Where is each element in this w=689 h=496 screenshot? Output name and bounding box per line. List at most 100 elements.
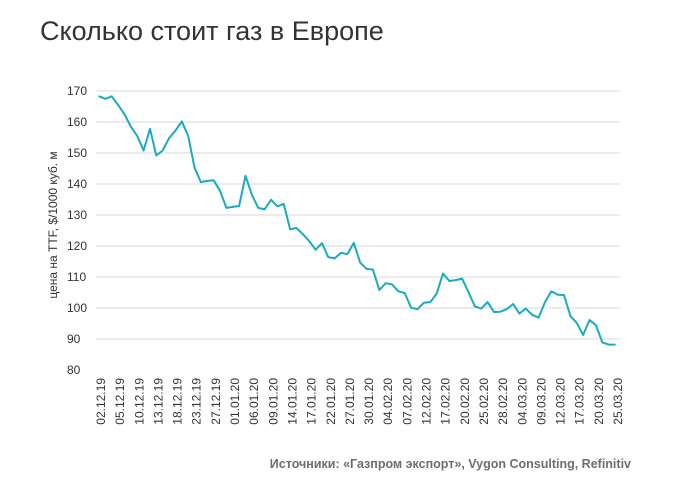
x-tick-label: 07.02.20 xyxy=(400,378,414,425)
data-point xyxy=(493,311,495,313)
x-tick-label: 25.02.20 xyxy=(477,378,491,425)
x-tick-label: 20.03.20 xyxy=(592,378,606,425)
data-point xyxy=(174,129,177,132)
data-point xyxy=(333,257,336,260)
data-point xyxy=(289,228,291,231)
data-point xyxy=(582,334,584,336)
data-point xyxy=(410,306,412,309)
data-point xyxy=(110,95,113,98)
x-tick-label: 30.01.20 xyxy=(362,378,376,425)
y-tick-label: 90 xyxy=(67,332,81,346)
gridlines xyxy=(96,90,620,340)
data-point xyxy=(416,308,419,311)
data-point xyxy=(614,343,616,346)
x-tick-label: 27.01.20 xyxy=(343,378,357,425)
data-point xyxy=(251,194,253,196)
data-point xyxy=(391,283,393,286)
series-layer xyxy=(98,95,616,346)
x-tick-label: 18.12.19 xyxy=(171,378,185,425)
data-point xyxy=(244,175,247,177)
x-tick-label: 04.03.20 xyxy=(515,378,529,425)
data-point xyxy=(308,240,311,242)
data-point xyxy=(550,290,553,293)
data-point xyxy=(327,256,330,259)
data-point xyxy=(282,203,285,205)
y-axis-label: цена на TTF, $/1000 куб. м xyxy=(46,151,60,298)
data-point xyxy=(601,341,604,344)
data-point xyxy=(505,308,508,311)
y-tick-label: 140 xyxy=(67,177,87,191)
x-tick-label: 10.12.19 xyxy=(132,378,146,425)
data-point xyxy=(512,303,514,305)
x-tick-label: 20.02.20 xyxy=(458,378,472,425)
x-tick-label: 22.01.20 xyxy=(324,378,338,425)
y-tick-label: 150 xyxy=(67,146,87,160)
data-point xyxy=(461,277,463,280)
data-point xyxy=(544,301,546,304)
data-point xyxy=(378,289,381,291)
x-tick-label: 17.01.20 xyxy=(305,378,319,425)
data-point xyxy=(435,292,438,295)
data-point xyxy=(359,261,362,264)
data-point xyxy=(518,312,521,315)
data-point xyxy=(499,310,502,313)
data-point xyxy=(467,291,470,294)
data-point xyxy=(384,282,387,285)
data-point xyxy=(212,179,215,182)
x-tick-label: 14.01.20 xyxy=(285,378,299,425)
x-tick-label: 12.02.20 xyxy=(420,378,434,425)
data-point xyxy=(404,292,406,294)
data-point xyxy=(257,207,260,209)
x-tick-label: 05.12.19 xyxy=(113,378,127,425)
data-point xyxy=(123,113,126,116)
data-point xyxy=(531,314,533,316)
data-point xyxy=(321,242,323,244)
data-point xyxy=(117,104,119,106)
x-tick-label: 04.02.20 xyxy=(381,378,395,425)
data-point xyxy=(187,135,189,137)
x-tick-label: 12.03.20 xyxy=(554,378,568,425)
data-point xyxy=(295,227,298,229)
data-point xyxy=(569,315,572,317)
data-point xyxy=(168,137,170,139)
data-point xyxy=(225,207,228,209)
x-tick-label: 01.01.20 xyxy=(228,378,242,425)
y-axis-ticks: 80 90 100 110 120 130 140 150 160 170 xyxy=(67,84,87,377)
data-point xyxy=(474,305,476,308)
data-point xyxy=(588,319,591,321)
data-point xyxy=(556,293,559,296)
x-axis-ticks: 02.12.19 05.12.19 10.12.19 13.12.19 18.12.19… xyxy=(94,378,625,425)
data-point xyxy=(448,280,451,282)
data-point xyxy=(302,233,304,235)
data-point xyxy=(136,135,138,137)
data-point xyxy=(607,343,610,346)
data-point xyxy=(149,128,151,130)
data-point xyxy=(263,208,266,211)
data-point xyxy=(219,190,221,192)
data-point xyxy=(365,268,368,270)
data-point xyxy=(454,279,457,281)
data-point xyxy=(576,322,578,324)
data-point xyxy=(537,316,540,319)
data-point xyxy=(270,199,272,201)
series-line xyxy=(98,95,615,346)
x-tick-label: 25.03.20 xyxy=(611,378,625,425)
data-point xyxy=(486,301,489,303)
x-tick-label: 09.03.20 xyxy=(534,378,548,425)
data-point xyxy=(181,120,183,123)
data-point xyxy=(104,98,107,100)
data-point xyxy=(200,181,202,183)
data-point xyxy=(155,154,158,157)
data-point xyxy=(98,95,100,98)
y-tick-label: 110 xyxy=(67,270,86,284)
data-point xyxy=(429,301,432,303)
data-point xyxy=(314,248,317,251)
y-tick-label: 170 xyxy=(67,84,87,98)
data-point xyxy=(276,205,279,208)
data-point xyxy=(346,253,349,255)
data-point xyxy=(142,149,145,152)
data-point xyxy=(563,294,565,296)
x-tick-label: 13.12.19 xyxy=(151,378,165,425)
data-point xyxy=(193,167,196,169)
